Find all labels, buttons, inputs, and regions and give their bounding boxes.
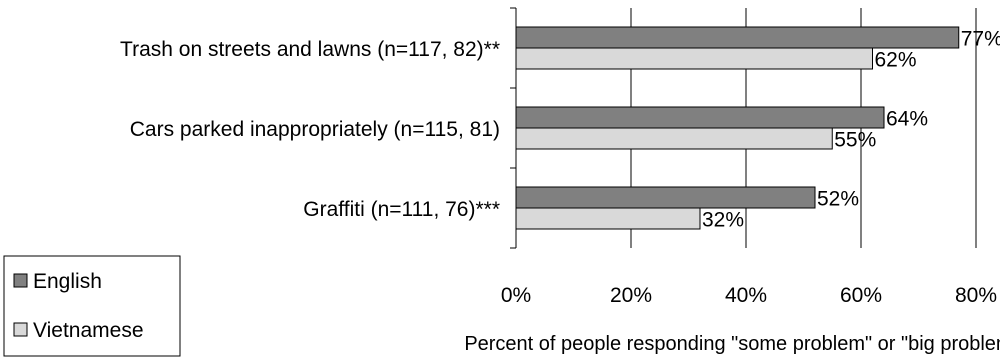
legend-swatch-vietnamese: [13, 322, 28, 337]
bar-vietnamese-1: [515, 47, 873, 70]
bars-layer: [515, 26, 960, 230]
data-label-english-3: 52%: [817, 188, 859, 211]
data-label-english-2: 64%: [886, 108, 928, 131]
x-tick-label-40: 40%: [725, 284, 767, 307]
legend-swatch-english: [13, 273, 28, 288]
legend: English Vietnamese: [3, 255, 181, 357]
data-label-vietnamese-3: 32%: [702, 209, 744, 232]
category-label-2: Cars parked inappropriately (n=115, 81): [130, 118, 500, 141]
bar-english-3: [515, 186, 816, 209]
x-tick-label-80: 80%: [955, 284, 997, 307]
data-label-vietnamese-1: 62%: [875, 49, 917, 72]
x-tick-label-0: 0%: [501, 284, 531, 307]
bar-english-1: [515, 26, 960, 49]
category-label-1: Trash on streets and lawns (n=117, 82)**: [120, 38, 500, 61]
x-axis-title: Percent of people responding "some probl…: [464, 333, 1000, 355]
legend-box: [3, 255, 181, 357]
bar-english-2: [515, 106, 885, 129]
data-label-vietnamese-2: 55%: [834, 129, 876, 152]
legend-label-vietnamese: Vietnamese: [33, 319, 144, 342]
bar-vietnamese-3: [515, 207, 701, 230]
category-label-3: Graffiti (n=111, 76)***: [303, 198, 500, 221]
x-tick-label-60: 60%: [840, 284, 882, 307]
data-label-english-1: 77%: [961, 28, 1000, 51]
x-tick-label-20: 20%: [610, 284, 652, 307]
axis-layer: [510, 7, 517, 249]
label-layer: 0% 20% 40% 60% 80% Trash on streets and lawns…: [120, 28, 1000, 308]
bar-vietnamese-2: [515, 127, 833, 150]
legend-label-english: English: [33, 270, 102, 293]
